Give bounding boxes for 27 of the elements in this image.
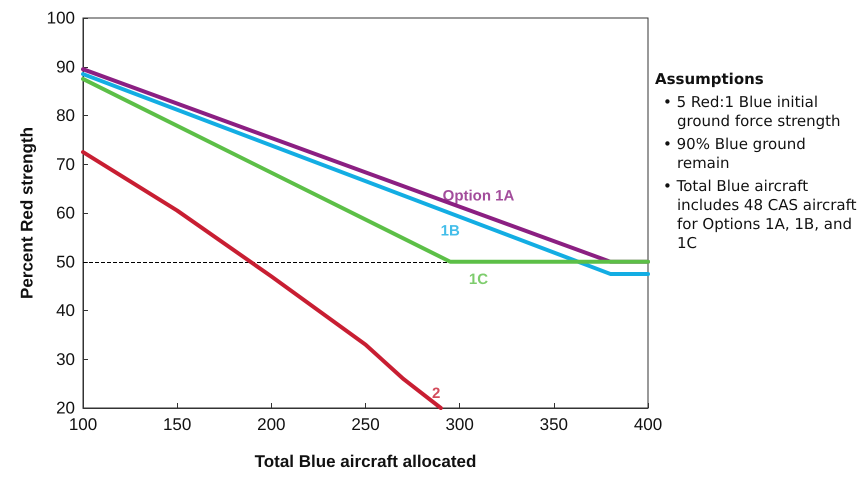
y-tick-label: 100 bbox=[46, 8, 75, 28]
y-axis-title: Percent Red strength bbox=[18, 127, 37, 299]
x-tick-label: 250 bbox=[351, 415, 380, 434]
series-label: 1B bbox=[440, 222, 460, 240]
x-tick-label: 350 bbox=[540, 415, 568, 434]
y-tick-label: 60 bbox=[56, 204, 75, 222]
x-axis-title: Total Blue aircraft allocated bbox=[254, 452, 476, 471]
x-tick-label: 400 bbox=[634, 415, 662, 434]
text: • 5 Red:1 Blue initial ground force strength bbox=[663, 93, 842, 131]
y-tick-label: 20 bbox=[56, 398, 75, 418]
text: • 90% Blue ground remain bbox=[663, 135, 807, 173]
y-tick-label: 70 bbox=[56, 154, 75, 174]
series-label: 2 bbox=[432, 384, 440, 402]
y-tick-label: 90 bbox=[56, 57, 75, 76]
y-tick-label: 80 bbox=[56, 106, 75, 125]
line-series bbox=[81, 150, 443, 410]
y-tick-label: 50 bbox=[56, 252, 75, 272]
text: • Total Blue aircraft includes 48 CAS aircraft for Options 1A, 1B, and 1C bbox=[663, 177, 858, 253]
text: Assumptions bbox=[655, 70, 765, 89]
y-tick-label: 40 bbox=[56, 301, 75, 320]
x-tick-label: 150 bbox=[162, 415, 192, 434]
x-tick-label: 100 bbox=[68, 415, 98, 434]
x-tick-label: 300 bbox=[445, 415, 474, 434]
y-tick-label: 30 bbox=[56, 350, 75, 369]
series-label: 1C bbox=[468, 270, 488, 288]
series-label: Option 1A bbox=[442, 188, 514, 205]
x-tick-label: 200 bbox=[257, 415, 286, 434]
